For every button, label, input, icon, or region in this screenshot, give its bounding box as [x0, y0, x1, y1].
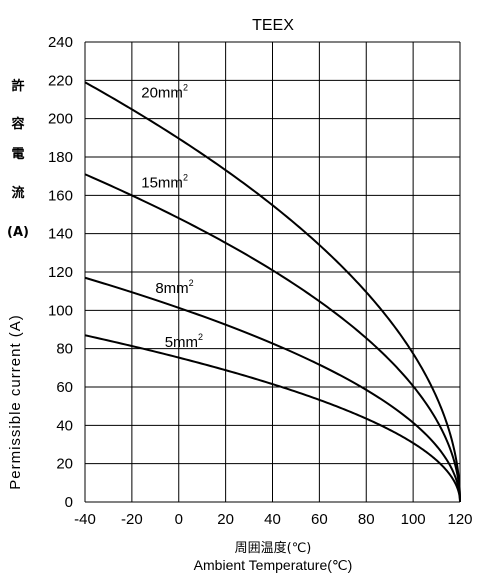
x-tick-label: 40 [264, 511, 281, 528]
x-tick-label: 100 [401, 511, 426, 528]
x-axis-label-ja: 周囲温度(℃) [235, 540, 312, 556]
x-tick-label: 60 [311, 511, 328, 528]
series-label-20mm: 20mm2 [141, 83, 188, 102]
series-line-8mm [84, 276, 461, 503]
y-tick-label: 0 [65, 494, 73, 511]
series-label-8mm: 8mm2 [155, 278, 193, 297]
curves [84, 81, 461, 503]
y-tick-label: 140 [48, 226, 73, 243]
x-tick-label: 80 [358, 511, 375, 528]
series-label-15mm: 15mm2 [141, 173, 188, 192]
y-axis-label-en: Permissible current (A) [7, 314, 24, 490]
y-axis-label-ja-char: 許 [11, 78, 24, 94]
y-axis-label-ja-char: 容 [10, 116, 24, 132]
chart-title: TEEX [252, 17, 294, 34]
x-axis-label-en: Ambient Temperature(℃) [194, 557, 353, 573]
x-tick-label: 120 [447, 511, 472, 528]
y-tick-label: 80 [56, 341, 73, 358]
grid [84, 41, 461, 503]
series-label-5mm: 5mm2 [165, 332, 203, 351]
x-tick-labels: -40 -20 0 20 40 60 80 100 120 [74, 511, 472, 528]
x-tick-label: -40 [74, 511, 96, 528]
y-tick-label: 200 [48, 111, 73, 128]
y-tick-labels: 0 20 40 60 80 100 120 140 160 180 200 220 240 [48, 34, 73, 511]
series-labels: 20mm2 15mm2 8mm2 5mm2 [141, 83, 203, 351]
y-tick-label: 240 [48, 34, 73, 51]
y-axis-label-ja-char: 電 [11, 147, 24, 162]
y-axis-label-ja-char: (A) [7, 225, 29, 240]
y-tick-label: 160 [48, 187, 73, 204]
series-line-15mm [84, 173, 461, 503]
y-tick-label: 60 [56, 379, 73, 396]
y-tick-label: 220 [48, 72, 73, 89]
y-tick-label: 120 [48, 264, 73, 281]
y-tick-label: 180 [48, 149, 73, 166]
y-tick-label: 40 [56, 417, 73, 434]
series-line-20mm [84, 81, 461, 503]
x-tick-label: 20 [217, 511, 234, 528]
y-tick-label: 20 [56, 456, 73, 473]
x-tick-label: -20 [121, 511, 143, 528]
y-tick-label: 100 [48, 302, 73, 319]
series-line-5mm [84, 334, 461, 503]
x-tick-label: 0 [175, 511, 183, 528]
y-axis-label-ja-char: 流 [11, 185, 24, 201]
